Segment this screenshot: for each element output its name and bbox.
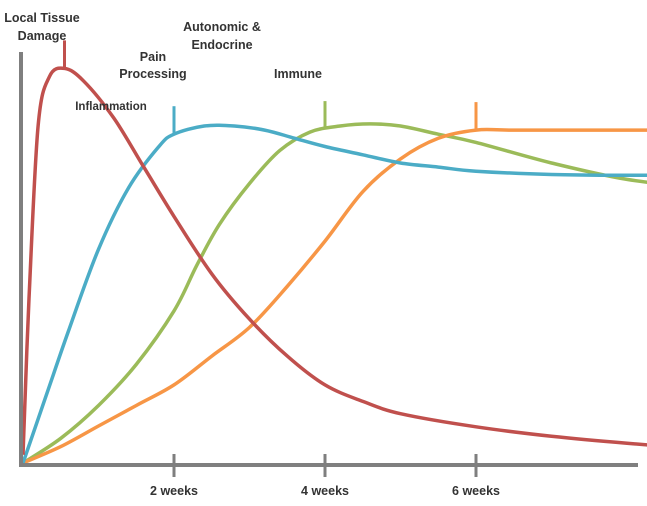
annotation-pain-processing-line1: Pain <box>140 50 166 64</box>
annotation-local-tissue-damage-line1: Local Tissue <box>4 11 80 25</box>
x-tick-label-0: 2 weeks <box>150 484 198 498</box>
series-line-local-tissue-damage <box>21 66 647 455</box>
annotation-inflammation: Inflammation <box>75 101 147 113</box>
annotation-autonomic-endocrine-line1: Autonomic & <box>183 20 261 34</box>
x-tick-label-1: 4 weeks <box>301 484 349 498</box>
annotation-local-tissue-damage-line2: Damage <box>18 29 67 43</box>
series-line-pain-processing <box>21 123 647 464</box>
series-layer <box>21 66 647 465</box>
annotation-autonomic-endocrine-line2: Endocrine <box>191 38 252 52</box>
annotation-immune: Immune <box>274 67 322 81</box>
series-line-autonomic-endocrine <box>22 122 647 465</box>
annotation-pain-processing-line2: Processing <box>119 67 186 81</box>
marker-layer <box>63 40 478 135</box>
series-line-immune <box>22 127 647 465</box>
x-tick-label-2: 6 weeks <box>452 484 500 498</box>
